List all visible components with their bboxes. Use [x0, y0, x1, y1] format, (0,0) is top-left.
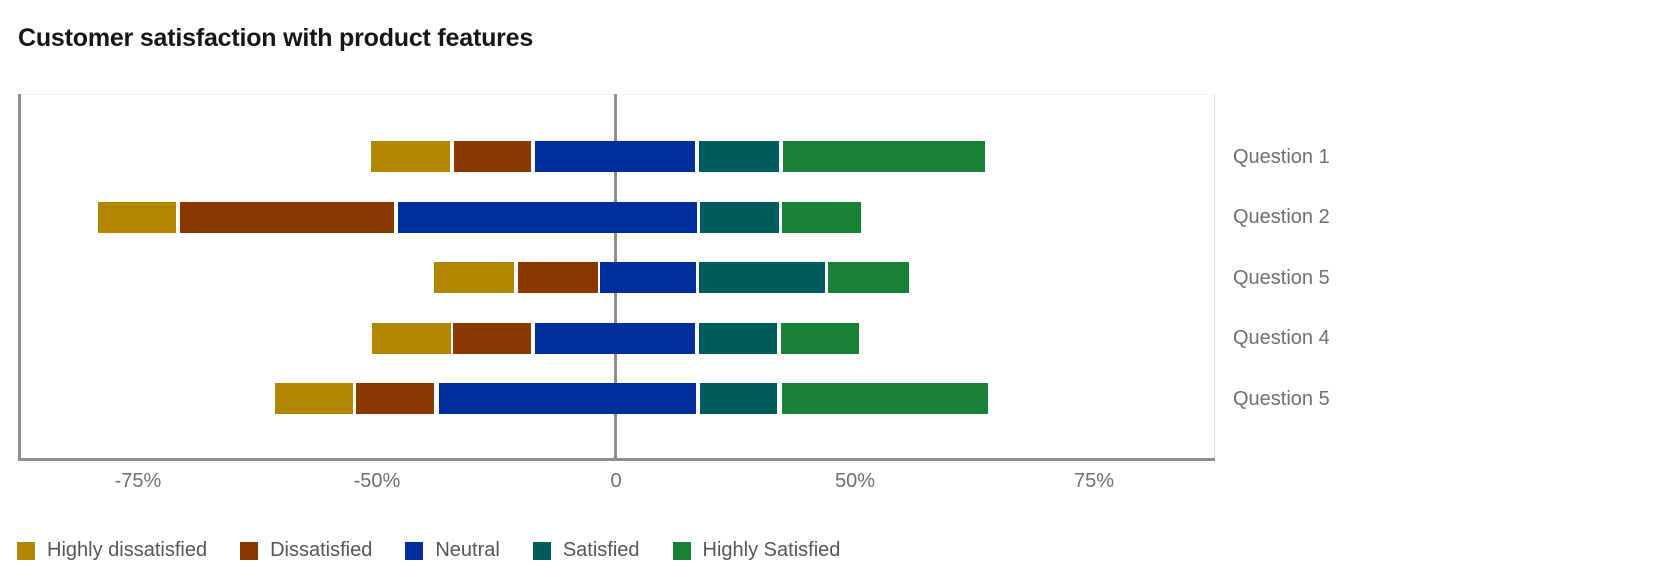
category-label-row-2: Question 2 [1233, 206, 1330, 228]
legend-item-highly-satisfied[interactable]: Highly Satisfied [672, 539, 841, 562]
legend-label: Highly dissatisfied [47, 539, 208, 561]
x-tick-label-0: -75% [114, 470, 162, 492]
legend-label: Highly Satisfied [702, 539, 841, 561]
x-tick-label-4: 75% [1073, 470, 1115, 492]
bar-segment-satisfied-q5[interactable] [700, 383, 778, 414]
plot-right-border [1214, 94, 1215, 458]
x-tick-label-3: 50% [834, 470, 876, 492]
category-label-row-1: Question 1 [1233, 145, 1330, 168]
bar-segment-dissatisfied-q4[interactable] [453, 322, 531, 354]
legend-swatch-icon [240, 541, 259, 560]
legend-swatch-icon [532, 541, 551, 560]
legend-swatch-icon [405, 541, 424, 560]
bar-segment-satisfied-q2[interactable] [700, 201, 779, 233]
category-label-row-3: Question 5 [1233, 266, 1330, 289]
legend: Highly dissatisfied Dissatisfied Neutral Sa… [17, 539, 840, 562]
category-label-row-4: Question 4 [1233, 327, 1330, 349]
bar-segment-satisfied-q3[interactable] [699, 262, 825, 293]
plot-area [18, 94, 1215, 461]
bar-segment-highly-dissatisfied-q3[interactable] [433, 262, 515, 293]
x-axis-line [18, 458, 1215, 461]
bar-segment-dissatisfied-q5[interactable] [356, 383, 434, 414]
x-tick-label-1: -50% [353, 470, 401, 492]
bar-segment-dissatisfied-q2[interactable] [180, 201, 395, 233]
bar-segment-neutral-q3[interactable] [600, 262, 696, 293]
bar-segment-highly-dissatisfied-q5[interactable] [275, 383, 354, 414]
bar-segment-highly-satisfied-q4[interactable] [780, 322, 859, 354]
legend-label: Satisfied [562, 539, 640, 561]
legend-item-neutral[interactable]: Neutral [405, 539, 500, 562]
x-tick-label-2: 0 [610, 470, 622, 492]
bar-segment-neutral-q5[interactable] [439, 383, 696, 414]
legend-item-satisfied[interactable]: Satisfied [532, 539, 640, 562]
legend-label: Neutral [435, 539, 500, 561]
bar-segment-satisfied-q4[interactable] [699, 322, 778, 354]
bar-segment-highly-satisfied-q2[interactable] [781, 201, 862, 233]
bar-segment-highly-dissatisfied-q4[interactable] [372, 322, 452, 354]
bar-segment-neutral-q1[interactable] [535, 141, 695, 172]
bar-segment-dissatisfied-q1[interactable] [454, 141, 531, 172]
bar-segment-highly-dissatisfied-q2[interactable] [97, 201, 176, 233]
y-axis-line [18, 94, 21, 461]
legend-item-dissatisfied[interactable]: Dissatisfied [240, 539, 372, 562]
bar-segment-satisfied-q1[interactable] [699, 141, 779, 172]
chart-title: Customer satisfaction with product featu… [18, 24, 534, 52]
legend-swatch-icon [672, 541, 691, 560]
legend-item-highly-dissatisfied[interactable]: Highly dissatisfied [17, 539, 207, 562]
bar-segment-highly-dissatisfied-q1[interactable] [370, 141, 451, 172]
bar-segment-neutral-q4[interactable] [535, 322, 695, 354]
bar-segment-highly-satisfied-q5[interactable] [781, 383, 988, 414]
legend-swatch-icon [17, 541, 35, 560]
legend-label: Dissatisfied [270, 539, 373, 561]
bar-segment-neutral-q2[interactable] [398, 201, 697, 233]
bar-segment-highly-satisfied-q3[interactable] [828, 262, 909, 293]
category-label-row-5: Question 5 [1233, 387, 1330, 410]
bar-segment-highly-satisfied-q1[interactable] [782, 141, 985, 172]
bar-segment-dissatisfied-q3[interactable] [518, 262, 598, 293]
